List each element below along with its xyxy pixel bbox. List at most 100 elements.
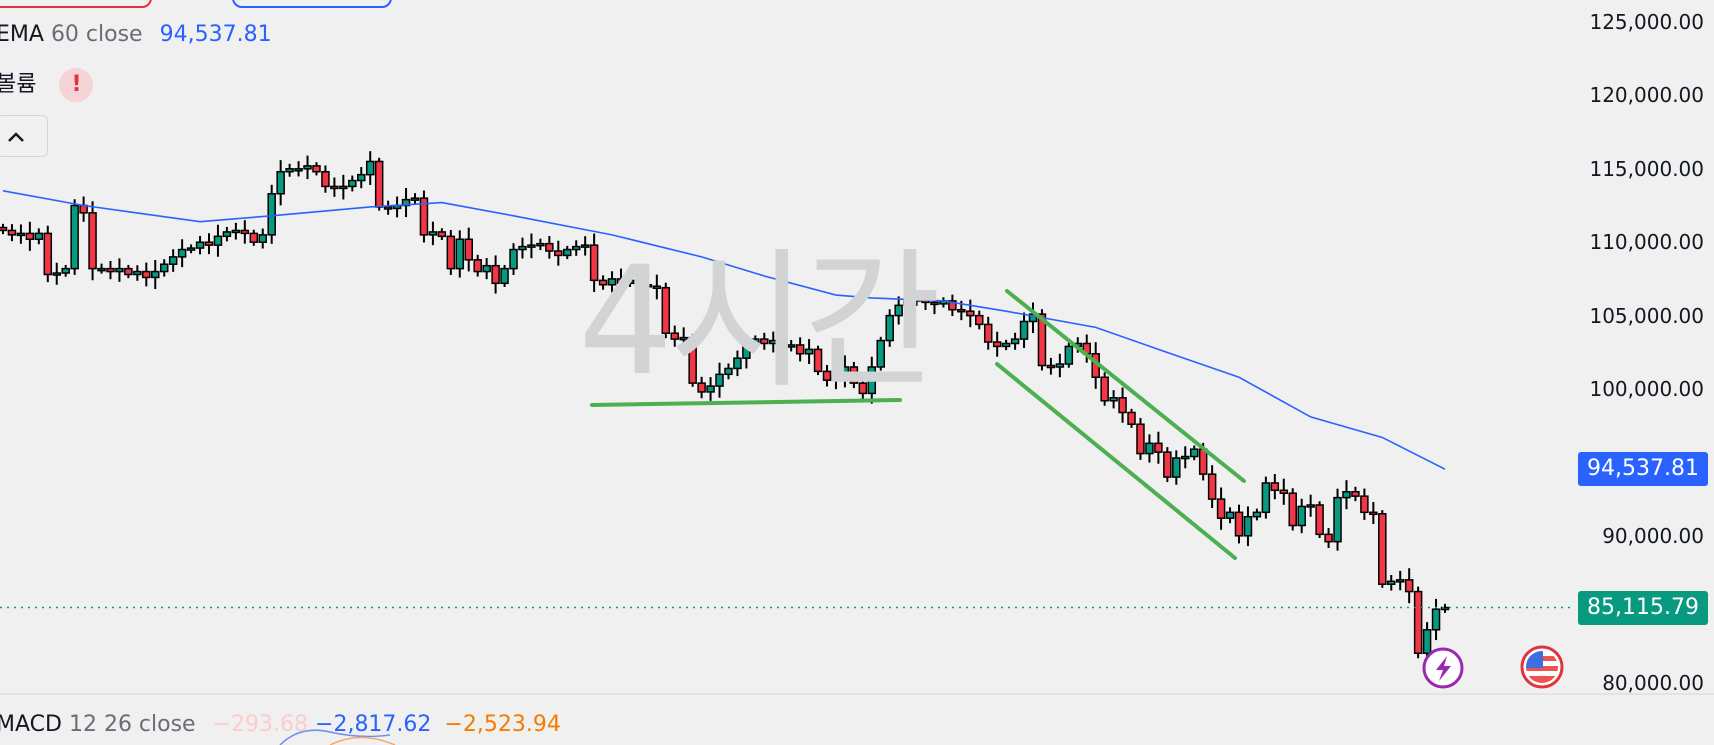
candle[interactable] [1288,488,1297,531]
candle[interactable] [822,365,832,387]
candle[interactable] [1216,487,1226,530]
macd-legend[interactable]: MACD 12 26 close −293.68 −2,817.62 −2,52… [0,712,561,737]
candle[interactable] [401,188,411,218]
candle[interactable] [240,220,250,244]
candle[interactable] [1001,339,1011,351]
candle[interactable] [1225,507,1235,524]
warning-icon[interactable]: ! [59,68,94,102]
candle[interactable] [1234,504,1244,544]
candle[interactable] [1055,353,1065,378]
candle[interactable] [186,244,196,254]
candle[interactable] [428,221,438,246]
candle[interactable] [482,258,491,280]
candle[interactable] [831,366,841,390]
us-flag-icon[interactable] [1520,645,1564,689]
candle[interactable] [61,264,70,277]
candle[interactable] [1189,445,1199,461]
candle[interactable] [204,233,214,255]
candle[interactable] [509,243,518,275]
candle[interactable] [159,259,169,277]
candle[interactable] [151,259,160,290]
candle[interactable] [1064,342,1074,368]
candle[interactable] [374,157,384,211]
candle[interactable] [992,331,1002,357]
candle[interactable] [1369,502,1378,525]
candle[interactable] [786,339,796,352]
candle[interactable] [580,236,590,256]
candle[interactable] [903,289,912,317]
candle[interactable] [554,240,563,266]
candle[interactable] [867,356,877,404]
candle[interactable] [536,238,545,251]
candle[interactable] [1395,570,1405,591]
candle[interactable] [258,228,267,249]
candle[interactable] [312,162,321,176]
candle[interactable] [213,224,223,257]
candle[interactable] [222,226,232,242]
candle[interactable] [1333,488,1342,551]
volume-legend[interactable]: 볼륨 ! [0,66,94,102]
candle[interactable] [527,233,536,259]
candle[interactable] [751,335,760,349]
candle[interactable] [25,221,35,251]
candle[interactable] [267,184,276,244]
candle[interactable] [276,160,285,206]
candle[interactable] [1360,488,1369,520]
candle[interactable] [285,163,294,177]
candle[interactable] [1315,501,1324,539]
candle[interactable] [464,227,473,272]
candle[interactable] [1163,447,1172,483]
candle[interactable] [1270,473,1280,500]
candle[interactable] [410,193,420,205]
candle[interactable] [1252,508,1262,521]
candle[interactable] [97,263,106,274]
candle[interactable] [106,260,115,280]
candle[interactable] [1145,434,1154,463]
candle[interactable] [321,165,330,193]
candle[interactable] [383,200,393,215]
candle[interactable] [7,224,17,242]
candle[interactable] [330,177,339,197]
candle[interactable] [939,297,948,308]
candle[interactable] [679,327,688,350]
candle[interactable] [1207,465,1217,509]
candle[interactable] [975,310,984,330]
candle[interactable] [885,309,894,347]
candle[interactable] [625,276,635,287]
candle[interactable] [894,296,903,325]
candle[interactable] [115,258,124,282]
candle[interactable] [1279,478,1289,505]
candle[interactable] [769,331,778,353]
candle[interactable] [652,274,662,300]
candle[interactable] [616,268,626,294]
candle[interactable] [1440,603,1450,613]
candle[interactable] [339,174,348,200]
candle[interactable] [777,328,787,359]
candle[interactable] [1431,598,1441,641]
collapse-legend-button[interactable] [0,115,48,157]
candle[interactable] [1136,417,1145,460]
candle[interactable] [1243,506,1253,547]
candle[interactable] [446,230,456,275]
candle[interactable] [795,337,805,362]
candle[interactable] [88,201,97,281]
candle[interactable] [1404,568,1414,604]
candle[interactable] [1172,450,1181,485]
candle[interactable] [303,155,312,180]
candle[interactable] [634,274,644,292]
candle[interactable] [1010,332,1020,350]
support-trendline[interactable] [590,398,902,407]
candle[interactable] [876,336,885,371]
ema-legend[interactable]: EMA 60 close 94,537.81 [0,22,272,47]
candle[interactable] [948,294,957,317]
candle[interactable] [124,264,133,279]
candle[interactable] [142,262,151,287]
candle[interactable] [661,282,671,339]
candle[interactable] [357,167,366,189]
candle[interactable] [1378,510,1387,588]
candle[interactable] [813,345,823,376]
candle[interactable] [571,240,581,256]
candle[interactable] [34,228,44,245]
candle[interactable] [1413,586,1423,659]
